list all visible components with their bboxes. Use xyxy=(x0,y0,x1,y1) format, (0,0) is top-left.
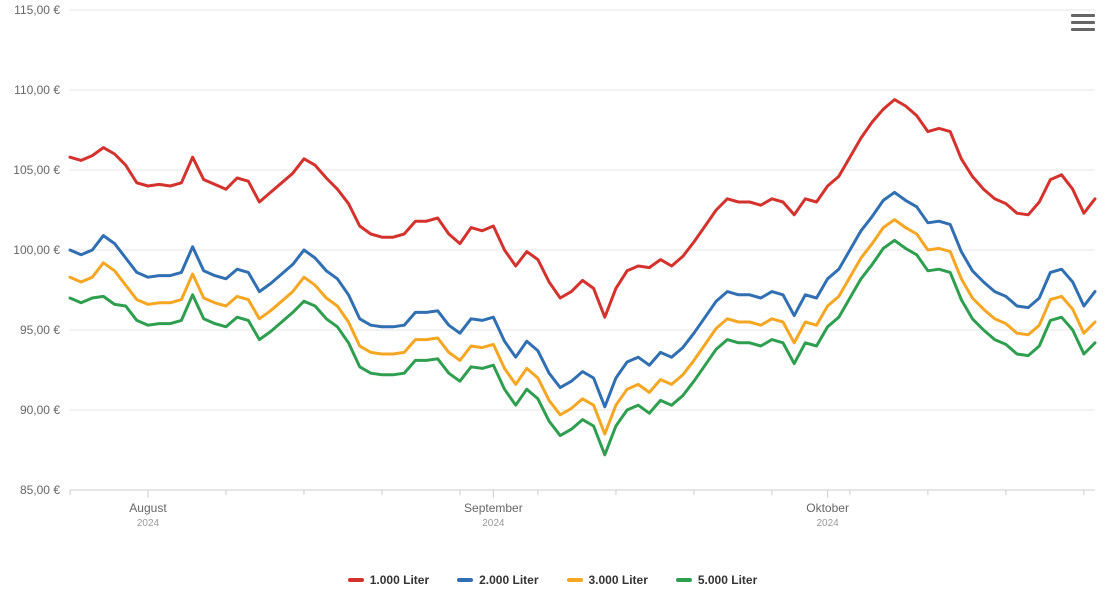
y-axis-label: 110,00 € xyxy=(14,83,60,97)
legend-item[interactable]: 5.000 Liter xyxy=(676,572,757,587)
legend-swatch xyxy=(567,578,583,582)
legend-label: 3.000 Liter xyxy=(589,573,648,587)
series-line xyxy=(70,240,1095,454)
legend-item[interactable]: 2.000 Liter xyxy=(457,572,538,587)
x-axis-month-label: September xyxy=(464,501,523,515)
y-axis-label: 85,00 € xyxy=(20,483,60,497)
series-line xyxy=(70,192,1095,406)
x-axis-year-label: 2024 xyxy=(482,518,505,529)
x-axis-year-label: 2024 xyxy=(137,518,160,529)
y-axis-label: 90,00 € xyxy=(20,403,60,417)
legend-swatch xyxy=(348,578,364,582)
x-axis-year-label: 2024 xyxy=(816,518,839,529)
chart-plot-area: 85,00 € 90,00 € 95,00 € 100,00 € 105,00 € 110… xyxy=(0,0,1105,603)
y-axis-label: 105,00 € xyxy=(13,163,60,177)
y-axis-label: 115,00 € xyxy=(14,3,60,17)
legend-label: 5.000 Liter xyxy=(698,573,757,587)
y-axis-label: 95,00 € xyxy=(20,323,60,337)
hamburger-menu-icon[interactable] xyxy=(1071,10,1095,32)
price-chart: 85,00 € 90,00 € 95,00 € 100,00 € 105,00 € 110… xyxy=(0,0,1105,603)
series-line xyxy=(70,100,1095,318)
legend-label: 1.000 Liter xyxy=(370,573,429,587)
legend-swatch xyxy=(676,578,692,582)
y-axis-label: 100,00 € xyxy=(13,243,60,257)
x-axis-month-label: August xyxy=(129,501,167,515)
legend-item[interactable]: 1.000 Liter xyxy=(348,572,429,587)
legend-label: 2.000 Liter xyxy=(479,573,538,587)
legend-swatch xyxy=(457,578,473,582)
legend-item[interactable]: 3.000 Liter xyxy=(567,572,648,587)
x-axis-month-label: Oktober xyxy=(806,501,849,515)
chart-legend: 1.000 Liter 2.000 Liter 3.000 Liter 5.000 L… xyxy=(0,572,1105,587)
